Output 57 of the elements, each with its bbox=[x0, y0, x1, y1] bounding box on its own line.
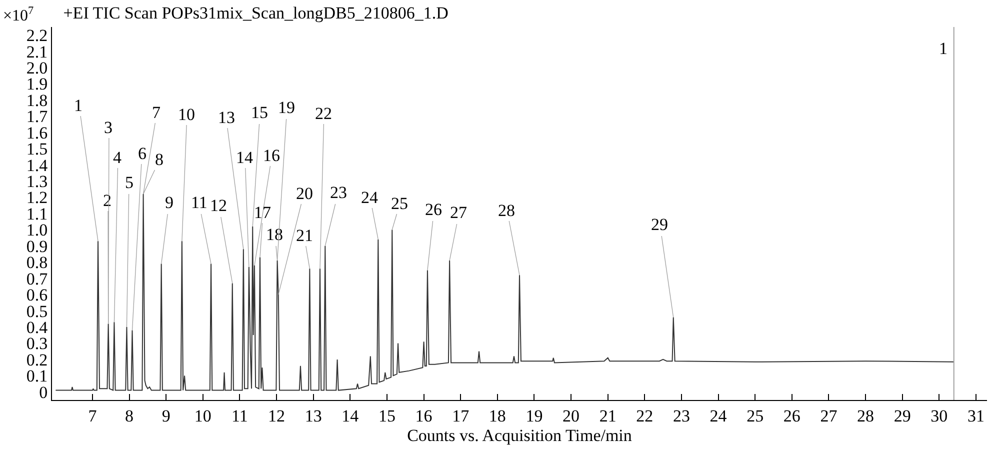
x-tick-label: 10 bbox=[194, 406, 212, 426]
annotation: 3 bbox=[104, 118, 112, 137]
x-tick-label: 30 bbox=[930, 406, 948, 426]
annotation: 14 bbox=[236, 148, 254, 167]
annotation: 24 bbox=[361, 188, 378, 207]
x-tick-label: 21 bbox=[599, 406, 616, 426]
x-tick-label: 26 bbox=[783, 406, 800, 426]
x-tick-label: 25 bbox=[746, 406, 764, 426]
annotation: 21 bbox=[296, 226, 313, 245]
x-tick-label: 28 bbox=[857, 406, 874, 426]
x-tick-label: 17 bbox=[452, 406, 470, 426]
x-tick-label: 22 bbox=[636, 406, 654, 426]
x-tick-label: 31 bbox=[967, 406, 984, 426]
annotation: 18 bbox=[266, 225, 283, 244]
annotation: 1 bbox=[74, 96, 82, 115]
annotation: 7 bbox=[152, 103, 161, 122]
annotation: 6 bbox=[138, 144, 146, 163]
x-tick-label: 9 bbox=[162, 406, 170, 426]
annotation: 23 bbox=[330, 183, 347, 202]
annotation: 29 bbox=[651, 215, 668, 234]
x-tick-label: 18 bbox=[488, 406, 506, 426]
x-tick-label: 16 bbox=[415, 406, 432, 426]
x-tick-label: 29 bbox=[894, 406, 911, 426]
x-tick-label: 15 bbox=[378, 406, 396, 426]
x-tick-label: 11 bbox=[232, 406, 248, 426]
x-tick-label: 27 bbox=[820, 406, 838, 426]
annotation: 28 bbox=[498, 201, 515, 220]
annotation: 10 bbox=[178, 105, 195, 124]
x-tick-label: 14 bbox=[342, 406, 360, 426]
x-tick-label: 8 bbox=[125, 406, 134, 426]
annotation: 20 bbox=[296, 184, 313, 203]
annotation: 1 bbox=[939, 39, 948, 58]
x-tick-label: 12 bbox=[268, 406, 286, 426]
x-tick-label: 20 bbox=[562, 406, 580, 426]
annotation: 17 bbox=[254, 203, 272, 222]
annotation: 15 bbox=[251, 103, 268, 122]
annotation: 4 bbox=[113, 148, 122, 167]
annotation: 22 bbox=[315, 104, 332, 123]
annotation: 9 bbox=[165, 193, 174, 212]
annotation: 5 bbox=[125, 173, 134, 192]
annotation: 25 bbox=[391, 194, 408, 213]
annotation: 16 bbox=[263, 146, 280, 165]
text: ×10$^{7}$ bbox=[3, 5, 34, 25]
x-tick-label: 7 bbox=[88, 406, 98, 426]
annotation: 19 bbox=[278, 98, 295, 117]
x-tick-label: 23 bbox=[672, 406, 690, 426]
annotation: 27 bbox=[450, 203, 468, 222]
x-axis-title: Counts vs. Acquisition Time/min bbox=[407, 426, 632, 445]
chart-title: +EI TIC Scan POPs31mix_Scan_longDB5_210806_1.D bbox=[63, 4, 448, 23]
x-tick-label: 24 bbox=[710, 406, 728, 426]
annotation: 26 bbox=[425, 200, 442, 219]
x-tick-label: 13 bbox=[304, 406, 322, 426]
annotation: 8 bbox=[155, 150, 164, 169]
annotation: 13 bbox=[218, 108, 235, 127]
annotation: 12 bbox=[210, 196, 227, 215]
annotation: 11 bbox=[191, 193, 208, 212]
x-tick-label: 19 bbox=[526, 406, 543, 426]
